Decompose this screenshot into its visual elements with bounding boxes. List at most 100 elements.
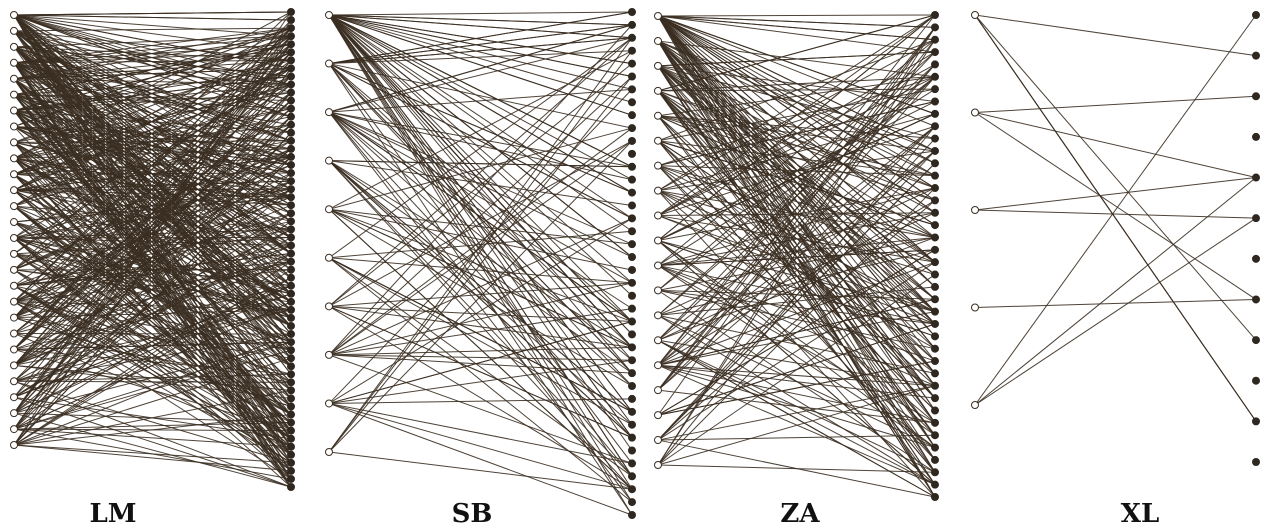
left-node: [325, 350, 333, 359]
edge: [328, 14, 633, 219]
right-node: [287, 40, 295, 49]
right-node: [287, 289, 295, 298]
edge: [13, 125, 292, 166]
edge: [657, 39, 936, 142]
edge: [974, 95, 1257, 113]
left-node: [10, 361, 18, 370]
right-node: [628, 446, 636, 455]
edge: [657, 464, 936, 473]
edge: [328, 321, 633, 404]
panel-label-sb: SB: [452, 499, 493, 529]
right-node: [287, 72, 295, 81]
right-node: [628, 201, 636, 210]
edge: [657, 115, 936, 238]
edge: [657, 90, 936, 201]
left-node: [654, 436, 662, 445]
edge: [974, 14, 1257, 406]
left-node: [654, 111, 662, 120]
edge: [13, 156, 292, 271]
edges: [657, 14, 936, 498]
edge: [328, 14, 633, 451]
edge: [13, 11, 292, 159]
edge: [13, 261, 292, 446]
right-node: [287, 241, 295, 250]
right-node: [287, 354, 295, 363]
edge: [328, 14, 633, 26]
edge: [13, 35, 292, 430]
left-node: [10, 329, 18, 338]
edge: [13, 333, 292, 335]
left-node: [654, 361, 662, 370]
edge: [13, 14, 292, 448]
edge: [328, 37, 633, 453]
left-node: [10, 409, 18, 418]
right-node: [287, 378, 295, 387]
edge: [13, 14, 292, 375]
edge: [657, 15, 936, 201]
right-node: [931, 208, 939, 217]
right-node: [287, 458, 295, 467]
right-node: [287, 185, 295, 194]
edge: [328, 160, 633, 413]
edge: [328, 14, 633, 232]
right-node: [931, 109, 939, 118]
edge: [328, 14, 633, 490]
edge: [13, 110, 292, 383]
right-node: [287, 48, 295, 57]
right-node: [931, 307, 939, 316]
edge: [328, 37, 633, 113]
left-node: [10, 313, 18, 322]
right-node: [628, 136, 636, 145]
left-node: [325, 399, 333, 408]
edge: [328, 14, 633, 297]
right-node: [628, 85, 636, 94]
right-node: [287, 152, 295, 161]
right-node: [628, 111, 636, 120]
edge: [657, 115, 936, 152]
right-node: [287, 80, 295, 89]
left-node: [10, 218, 18, 227]
edge: [657, 14, 936, 241]
left-node: [971, 303, 979, 312]
edge: [328, 89, 633, 404]
right-node: [287, 338, 295, 347]
edge: [328, 14, 633, 193]
left-node: [654, 461, 662, 469]
right-node: [287, 313, 295, 322]
left-node: [10, 154, 18, 163]
edge: [328, 305, 633, 348]
edge: [13, 100, 292, 382]
right-node: [628, 98, 636, 107]
right-node: [931, 381, 939, 390]
edge: [328, 11, 633, 65]
edge: [13, 261, 292, 287]
edge: [328, 111, 633, 284]
right-node: [287, 386, 295, 395]
right-node: [931, 406, 939, 415]
right-node: [287, 370, 295, 379]
edge: [657, 115, 936, 399]
right-node: [931, 221, 939, 230]
right-node: [287, 273, 295, 282]
edge: [13, 14, 292, 222]
right-node: [628, 46, 636, 55]
edge: [13, 78, 292, 456]
left-node: [654, 161, 662, 170]
edge: [13, 11, 292, 16]
right-node: [931, 418, 939, 427]
right-node: [628, 420, 636, 429]
panel-lm: [10, 8, 295, 491]
edge: [13, 142, 292, 415]
right-node: [931, 35, 939, 44]
edge: [328, 208, 633, 271]
edge: [657, 15, 936, 387]
right-node: [931, 258, 939, 267]
right-node: [287, 418, 295, 427]
right-node: [287, 233, 295, 242]
edge: [328, 24, 633, 65]
edge: [328, 14, 633, 103]
edge: [657, 15, 936, 53]
edge: [328, 63, 633, 516]
left-node: [971, 401, 979, 409]
